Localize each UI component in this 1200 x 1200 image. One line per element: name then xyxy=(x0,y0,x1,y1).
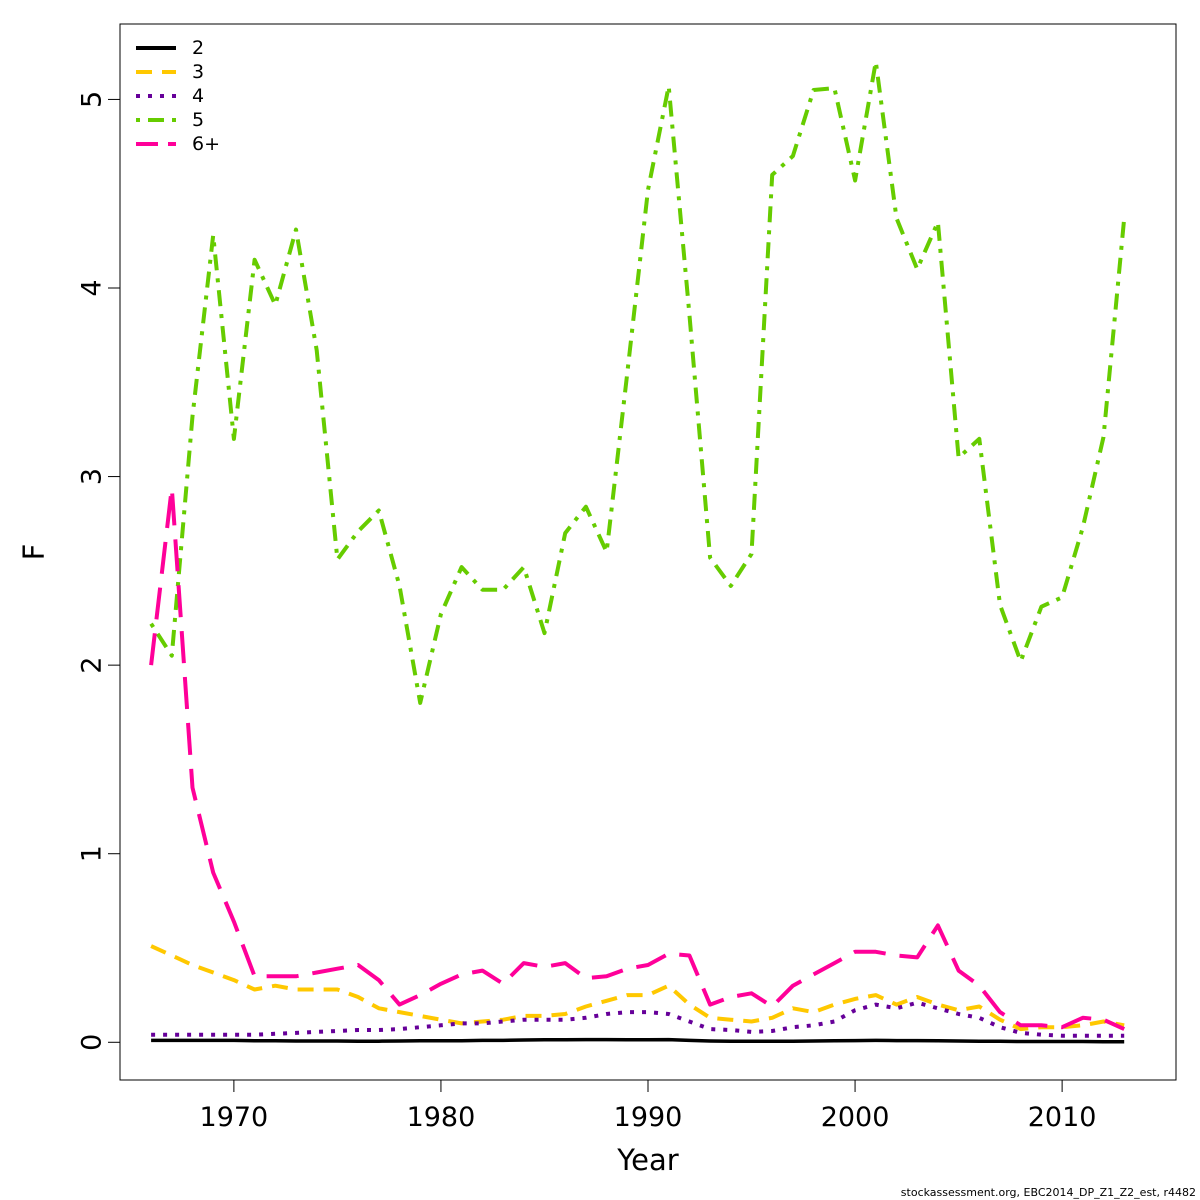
x-axis-title: Year xyxy=(616,1143,678,1177)
series-line-5 xyxy=(149,59,1127,705)
footer-credit: stockassessment.org, EBC2014_DP_Z1_Z2_es… xyxy=(901,1186,1196,1199)
y-tick-label: 3 xyxy=(77,468,108,485)
series-line-2 xyxy=(151,1037,1125,1044)
x-tick-label: 1990 xyxy=(614,1102,683,1133)
series-layer xyxy=(149,59,1127,1044)
plot-frame xyxy=(119,23,1177,1081)
y-axis-title: F xyxy=(17,544,51,561)
series-line-6plus xyxy=(149,485,1126,1031)
x-axis: 1970 1980 1990 2000 2010 xyxy=(200,1080,1097,1133)
legend-label: 3 xyxy=(192,61,204,83)
x-tick-label: 2010 xyxy=(1028,1102,1097,1133)
y-tick-label: 5 xyxy=(77,91,108,108)
legend-label: 2 xyxy=(192,37,204,59)
y-tick-label: 1 xyxy=(77,845,108,862)
x-tick-label: 2000 xyxy=(821,1102,890,1133)
y-tick-label: 2 xyxy=(77,657,108,674)
legend-label: 5 xyxy=(192,109,204,131)
y-axis: 0 1 2 3 4 5 xyxy=(77,91,120,1051)
x-tick-label: 1980 xyxy=(407,1102,476,1133)
legend-label: 4 xyxy=(192,85,204,107)
x-tick-label: 1970 xyxy=(200,1102,269,1133)
series-line-3 xyxy=(150,944,1125,1032)
y-tick-label: 0 xyxy=(77,1034,108,1051)
y-tick-label: 4 xyxy=(77,279,108,296)
legend-label: 6+ xyxy=(192,133,220,155)
